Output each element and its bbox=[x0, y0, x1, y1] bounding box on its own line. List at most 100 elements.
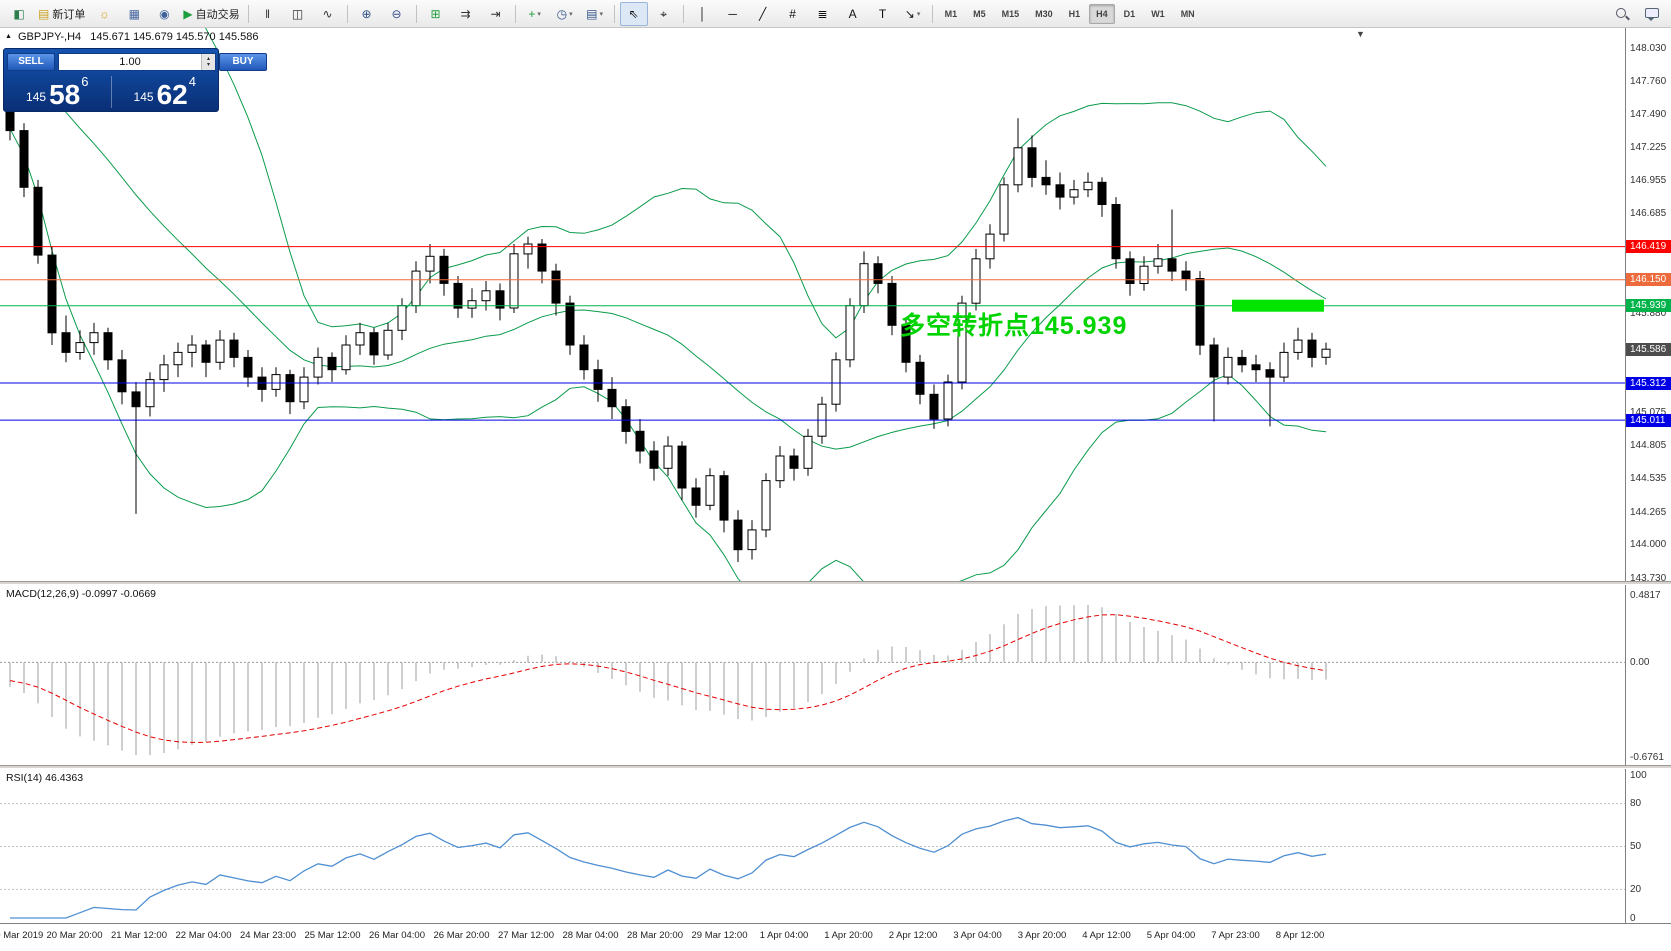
highlight-rectangle[interactable] bbox=[1232, 299, 1324, 312]
macd-histogram bbox=[9, 605, 1327, 756]
chart-shift-icon: ⇥ bbox=[490, 6, 501, 21]
price-scale-label: 144.000 bbox=[1630, 539, 1667, 551]
crosshair-icon[interactable]: ⌖ bbox=[650, 2, 678, 26]
price-scale-label: 146.955 bbox=[1630, 175, 1667, 186]
timeframe-m15[interactable]: M15 bbox=[1001, 8, 1020, 19]
price-scale-label: 144.535 bbox=[1630, 473, 1667, 485]
timeframe-m5[interactable]: M5 bbox=[973, 8, 986, 19]
trade-panel-controls: SELL ▴ ▾ BUY bbox=[4, 49, 267, 73]
current-price-label: 145.586 bbox=[1626, 342, 1671, 356]
idea-icon[interactable]: ☼ bbox=[90, 2, 118, 26]
panel-separator[interactable] bbox=[0, 581, 1671, 585]
rsi-indicator-label: RSI(14) 46.4363 bbox=[6, 772, 83, 784]
text-icon: A bbox=[848, 6, 857, 21]
indicators-icon: + bbox=[528, 6, 536, 21]
one-click-toggle-icon[interactable]: ▲ bbox=[5, 33, 12, 40]
time-label: 3 Apr 04:00 bbox=[953, 930, 1002, 941]
macd-indicator-panel[interactable] bbox=[0, 585, 1625, 765]
price-scale-label: 144.805 bbox=[1630, 440, 1667, 451]
tile-windows-icon[interactable]: ⊞ bbox=[422, 2, 450, 26]
volume-input[interactable] bbox=[59, 54, 201, 70]
horizontal-line-icon: ─ bbox=[728, 6, 737, 21]
arrow-tools-icon[interactable]: ↘ ▾ bbox=[899, 2, 927, 26]
line-chart-icon[interactable]: ∿ bbox=[314, 2, 342, 26]
candlestick-chart-icon[interactable]: ◫ bbox=[284, 2, 312, 26]
volume-spinner[interactable]: ▴ ▾ bbox=[201, 54, 215, 70]
macd-axis-min: -0.6761 bbox=[1630, 751, 1664, 763]
rsi-indicator-panel[interactable] bbox=[0, 769, 1625, 923]
chart-shift-icon[interactable]: ⇥ bbox=[482, 2, 510, 26]
macd-axis-zero: 0.00 bbox=[1630, 656, 1650, 668]
panel-separator[interactable] bbox=[0, 765, 1671, 769]
charts-icon[interactable]: ▦ bbox=[120, 2, 148, 26]
rsi-name: RSI(14) bbox=[6, 772, 43, 784]
trendline-icon[interactable]: ╱ bbox=[749, 2, 777, 26]
main-price-chart[interactable] bbox=[0, 28, 1625, 581]
rsi-axis-label: 100 bbox=[1630, 769, 1647, 781]
channel-icon[interactable]: # bbox=[779, 2, 807, 26]
sell-button[interactable]: SELL bbox=[7, 53, 55, 71]
vertical-line-icon[interactable]: │ bbox=[689, 2, 717, 26]
volume-up-icon[interactable]: ▴ bbox=[206, 56, 210, 62]
timeframe-h4[interactable]: H4 bbox=[1089, 3, 1115, 24]
new-order-button[interactable]: ▤ 新订单 bbox=[35, 2, 88, 26]
periods-icon[interactable]: ◷ ▾ bbox=[551, 2, 579, 26]
buy-button[interactable]: BUY bbox=[219, 53, 267, 71]
price-level-label: 146.419 bbox=[1626, 240, 1671, 254]
cursor-icon[interactable]: ⇖ bbox=[619, 1, 648, 26]
time-label: 28 Mar 20:00 bbox=[627, 930, 683, 941]
text-icon[interactable]: A bbox=[839, 2, 867, 26]
idea-icon: ☼ bbox=[98, 6, 110, 21]
price-axis[interactable]: 148.030 147.760 147.490 147.225 146.955 146.6… bbox=[1625, 28, 1671, 924]
volume-field[interactable]: ▴ ▾ bbox=[58, 53, 216, 71]
sell-price-sup: 6 bbox=[81, 74, 89, 89]
templates-icon[interactable]: ▤ ▾ bbox=[581, 2, 609, 26]
dropdown-arrow-icon: ▾ bbox=[537, 10, 541, 18]
fibonacci-icon[interactable]: ≣ bbox=[809, 2, 837, 26]
timeframe-w1[interactable]: W1 bbox=[1151, 8, 1165, 19]
search-button[interactable] bbox=[1608, 2, 1636, 26]
line-chart-icon: ∿ bbox=[322, 6, 333, 21]
timeframe-d1[interactable]: D1 bbox=[1123, 8, 1136, 19]
one-click-trading-panel: SELL ▴ ▾ BUY 145 58 6 145 62 4 bbox=[3, 48, 267, 112]
label-icon[interactable]: T bbox=[869, 2, 897, 26]
fibonacci-icon: ≣ bbox=[817, 6, 828, 21]
price-scale-label: 143.730 bbox=[1630, 572, 1667, 584]
autotrading-button[interactable]: ▶ 自动交易 bbox=[180, 2, 242, 26]
sell-price[interactable]: 145 58 6 bbox=[4, 73, 111, 111]
zoom-in-icon[interactable]: ⊕ bbox=[353, 2, 381, 26]
volume-down-icon[interactable]: ▾ bbox=[206, 62, 210, 68]
chart-window-icon[interactable]: ◧ bbox=[5, 2, 33, 26]
buy-price[interactable]: 145 62 4 bbox=[112, 73, 219, 111]
time-label: 21 Mar 12:00 bbox=[111, 930, 167, 941]
toolbar-separator bbox=[931, 4, 933, 23]
time-label: 26 Mar 20:00 bbox=[433, 930, 490, 941]
auto-scroll-icon[interactable]: ⇉ bbox=[452, 2, 480, 26]
zoom-out-icon: ⊖ bbox=[391, 6, 402, 21]
zoom-out-icon[interactable]: ⊖ bbox=[383, 2, 411, 26]
toolbar-separator bbox=[346, 4, 348, 23]
new-order-button-label: 新订单 bbox=[52, 8, 86, 21]
profiles-icon[interactable]: ◉ bbox=[150, 2, 178, 26]
indicators-icon[interactable]: + ▾ bbox=[521, 2, 549, 26]
timeframe-mn[interactable]: MN bbox=[1180, 8, 1195, 19]
toolbar-separator bbox=[682, 4, 684, 23]
chart-title: ▲ GBPJPY-,H4 145.671 145.679 145.570 145… bbox=[5, 31, 258, 43]
chart-annotation: 多空转折点145.939 bbox=[900, 312, 1128, 340]
timeframe-m1[interactable]: M1 bbox=[944, 8, 958, 19]
dropdown-arrow-icon: ▾ bbox=[916, 10, 921, 18]
candlestick-chart-icon: ◫ bbox=[291, 6, 304, 21]
new-order-button: ▤ bbox=[38, 6, 50, 21]
timeframe-m30[interactable]: M30 bbox=[1035, 8, 1053, 19]
horizontal-line-icon[interactable]: ─ bbox=[719, 2, 747, 26]
horizontal-level-lines[interactable] bbox=[0, 246, 1625, 421]
vertical-line-icon: │ bbox=[698, 6, 707, 21]
macd-indicator-label: MACD(12,26,9) -0.0997 -0.0669 bbox=[6, 588, 156, 600]
price-scale-label: 145.075 bbox=[1630, 406, 1667, 418]
time-label: 28 Mar 04:00 bbox=[562, 930, 619, 941]
timeframe-h1[interactable]: H1 bbox=[1068, 8, 1081, 19]
chat-button[interactable] bbox=[1638, 2, 1666, 26]
bar-chart-icon[interactable]: ‖ bbox=[254, 2, 282, 26]
profiles-icon: ◉ bbox=[159, 6, 170, 21]
